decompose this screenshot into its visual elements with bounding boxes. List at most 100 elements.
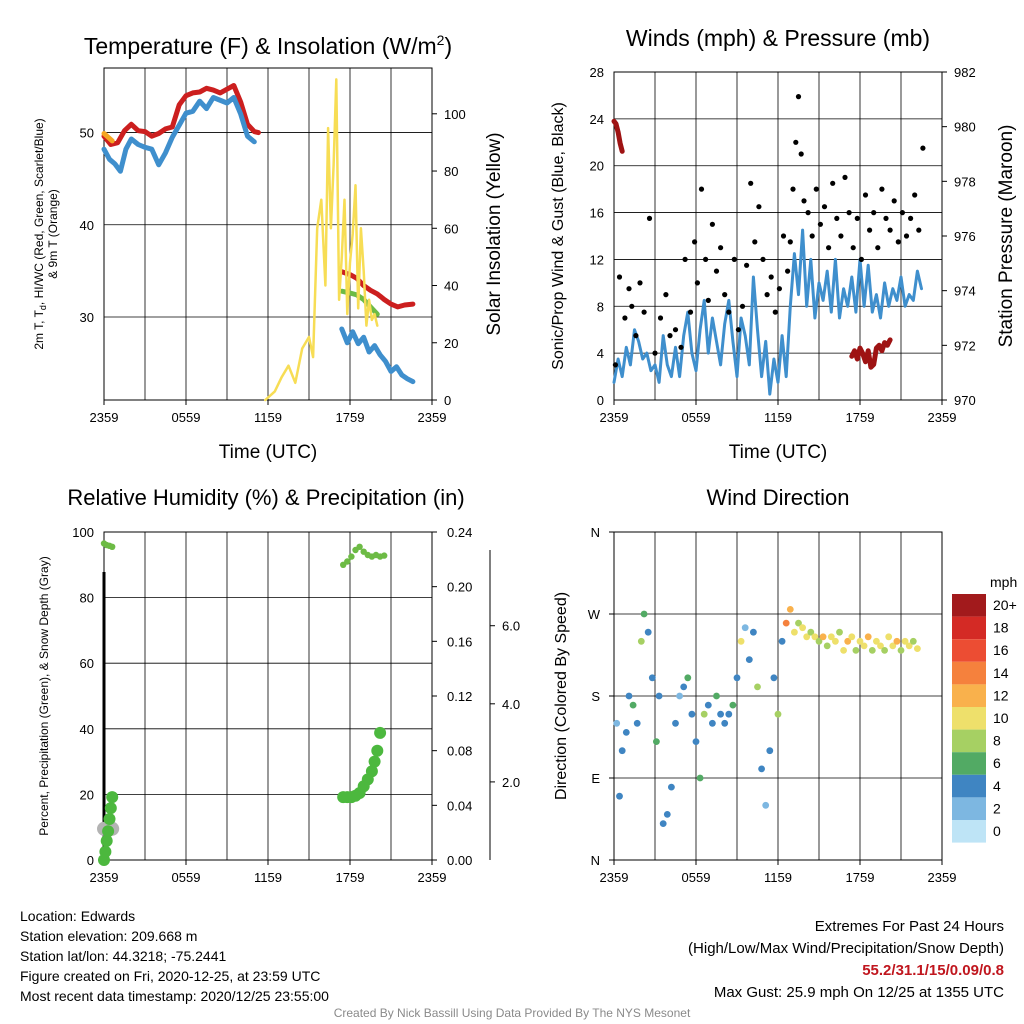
direction-point	[791, 628, 798, 636]
pressure-line	[849, 337, 893, 370]
direction-point	[622, 729, 630, 736]
x-tick-label: 2359	[90, 410, 119, 425]
direction-point	[901, 637, 909, 645]
legend-swatch	[952, 594, 986, 617]
y-tick-label-left: 24	[590, 112, 604, 127]
direction-point	[889, 642, 897, 650]
x-tick-label: 1159	[254, 870, 282, 885]
direction-point	[745, 656, 753, 663]
direction-point	[852, 647, 860, 654]
gust-point	[912, 192, 918, 198]
direction-point	[832, 637, 839, 645]
direction-point	[616, 792, 623, 800]
direction-point	[762, 801, 770, 809]
gust-point	[744, 262, 750, 268]
gust-point	[798, 151, 804, 157]
precip-point	[99, 845, 112, 858]
direction-point	[659, 820, 667, 827]
rh-point	[344, 558, 351, 565]
y-tick-label-snow: 6.0	[502, 619, 520, 634]
series-line	[264, 78, 379, 402]
y-tick-label-right: 80	[444, 164, 458, 179]
direction-point	[795, 619, 802, 627]
precip-point	[365, 765, 378, 778]
direction-point	[663, 811, 671, 818]
direction-point	[827, 633, 835, 641]
y-tick-label-right: 100	[444, 107, 466, 122]
gust-point	[622, 315, 628, 321]
direction-point	[684, 674, 692, 682]
direction-point	[844, 637, 852, 645]
gust-point	[801, 198, 807, 204]
gust-point	[830, 180, 836, 186]
legend-swatch	[952, 820, 986, 843]
precip-point	[102, 825, 115, 838]
direction-point	[856, 637, 864, 645]
series-line	[101, 131, 115, 144]
y-tick-label-left: 16	[590, 206, 604, 221]
direction-point	[737, 637, 745, 645]
figure-created: Figure created on Fri, 2020-12-25, at 23…	[20, 968, 321, 984]
gust-point	[705, 297, 711, 303]
gust-point	[850, 245, 856, 251]
y-axis-label-left: Sonic/Prop Wind & Gust (Blue, Black)	[550, 102, 567, 370]
gust-point	[756, 204, 762, 210]
legend-swatch	[952, 752, 986, 775]
gust-point	[694, 280, 701, 286]
direction-point	[637, 637, 645, 645]
y-tick-label-left: 12	[590, 252, 604, 267]
x-tick-label: 2359	[600, 410, 629, 425]
legend-unit: mph	[990, 574, 1017, 590]
direction-point	[676, 692, 683, 700]
direction-point	[836, 628, 843, 636]
precip-point	[368, 755, 381, 768]
gust-point	[641, 309, 647, 315]
gust-point	[854, 215, 860, 221]
direction-point	[754, 683, 761, 691]
gust-point	[793, 139, 799, 145]
extremes-subtitle: (High/Low/Max Wind/Precipitation/Snow De…	[688, 940, 1004, 957]
direction-point	[648, 674, 656, 682]
direction-point	[778, 637, 786, 645]
gust-point	[879, 186, 885, 192]
gust-point	[780, 233, 787, 239]
direction-point	[696, 774, 704, 782]
direction-point	[877, 642, 884, 650]
gust-point	[678, 344, 684, 350]
label-sub: d	[38, 305, 48, 310]
y-tick-label-left: 28	[590, 65, 604, 80]
y-tick-label-left: 60	[80, 656, 94, 671]
gust-point	[709, 221, 716, 227]
legend-swatch	[952, 774, 986, 798]
series-line	[101, 95, 257, 174]
direction-point	[881, 647, 888, 654]
direction-point	[815, 637, 823, 645]
wind-line	[612, 228, 923, 396]
gust-point	[772, 309, 778, 315]
direction-point	[668, 783, 675, 791]
gust-point	[722, 292, 728, 298]
x-tick-label: 1159	[764, 410, 792, 425]
gust-point	[698, 186, 705, 192]
y-axis-label-left-2: & 9m T (Orange)	[46, 189, 60, 279]
gust-point	[626, 286, 632, 292]
x-tick-label: 1759	[336, 410, 365, 425]
title-part: )	[444, 33, 452, 59]
gust-point	[875, 245, 881, 251]
direction-point	[807, 628, 815, 636]
gust-point	[748, 180, 754, 186]
legend-swatch	[952, 684, 986, 707]
y-tick-label-precip: 0.04	[447, 798, 472, 813]
direction-point	[692, 738, 700, 745]
direction-point	[914, 645, 921, 652]
y-tick-label-left: 50	[80, 126, 94, 141]
gust-point	[657, 315, 664, 321]
y-tick-label-right: 972	[954, 338, 976, 353]
x-tick-label: 2359	[928, 870, 957, 885]
direction-point	[782, 619, 790, 627]
direction-point	[848, 633, 856, 641]
direction-point	[640, 610, 648, 618]
y-tick-label-precip: 0.00	[447, 853, 472, 868]
direction-point	[709, 719, 716, 727]
